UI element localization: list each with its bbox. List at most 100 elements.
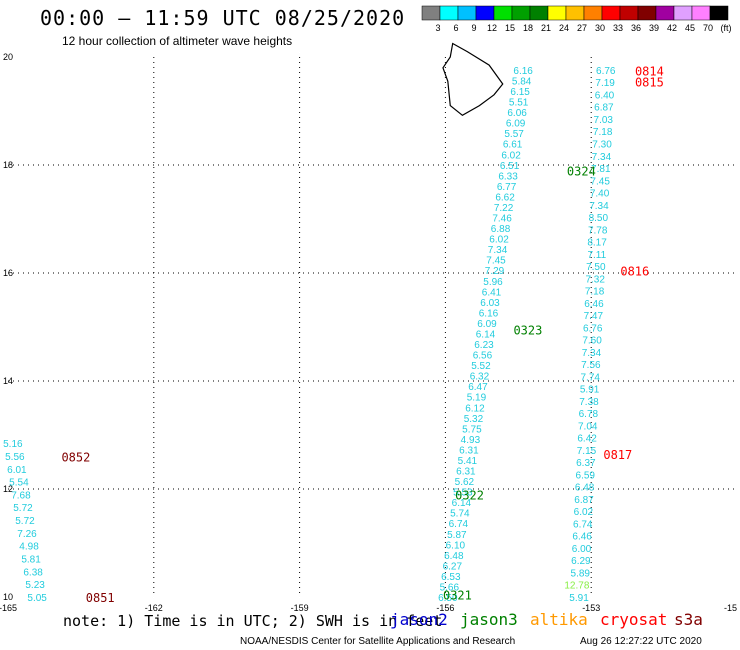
- wave-height-value: 5.05: [27, 593, 47, 604]
- colorbar-tick-label: 6: [453, 23, 458, 33]
- wave-height-value: 7.11: [587, 250, 606, 261]
- wave-height-value: 7.78: [588, 225, 608, 236]
- time-label: 0817: [603, 448, 632, 462]
- wave-height-value: 7.03: [594, 115, 614, 126]
- colorbar-swatch: [439, 5, 459, 21]
- colorbar-swatch: [421, 5, 441, 21]
- wave-height-value: 5.51: [509, 98, 529, 109]
- wave-height-value: 6.87: [594, 103, 614, 114]
- colorbar-swatch: [529, 5, 549, 21]
- colorbar-tick-label: 27: [577, 23, 587, 33]
- y-tick-label: 14: [3, 376, 13, 386]
- wave-height-value: 5.53: [453, 488, 473, 499]
- y-tick-label: 16: [3, 268, 13, 278]
- wave-height-value: 8.50: [589, 213, 609, 224]
- time-label: 0322: [455, 488, 484, 502]
- wave-height-value: 6.87: [574, 495, 594, 506]
- x-tick-label: -153: [582, 603, 600, 613]
- time-label: 0816: [620, 264, 649, 278]
- wave-height-value: 7.50: [586, 262, 606, 273]
- wave-height-value: 5.32: [464, 414, 484, 425]
- x-tick-label: -165: [0, 603, 17, 613]
- wave-height-value: 6.88: [491, 224, 511, 235]
- wave-height-value: 6.51: [500, 161, 520, 172]
- wave-height-value: 5.62: [455, 477, 475, 488]
- y-tick-label: 12: [3, 484, 13, 494]
- wave-height-value: 6.00: [572, 544, 592, 555]
- wave-height-value: 7.22: [494, 203, 514, 214]
- wave-height-value: 7.40: [590, 189, 610, 200]
- wave-height-value: 6.48: [575, 483, 595, 494]
- wave-height-value: 6.02: [489, 235, 509, 246]
- wave-height-value: 7.32: [585, 274, 605, 285]
- time-label: 0814: [635, 65, 664, 79]
- wave-height-value: 6.29: [571, 556, 591, 567]
- wave-height-value: 6.62: [495, 192, 515, 203]
- legend-jason3: jason3: [460, 610, 518, 629]
- time-label: 0323: [513, 324, 542, 338]
- wave-height-value: 5.91: [569, 593, 589, 604]
- wave-height-value: 7.34: [582, 348, 602, 359]
- colorbar-swatch: [619, 5, 639, 21]
- wave-height-value: 5.19: [467, 393, 487, 404]
- wave-height-value: 7.38: [579, 397, 599, 408]
- grid: [8, 57, 737, 597]
- x-tick-label: -159: [291, 603, 309, 613]
- wave-height-value: 6.23: [474, 340, 494, 351]
- wave-height-value: 7.30: [592, 140, 612, 151]
- wave-height-value: 6.59: [576, 470, 596, 481]
- wave-height-value: 6.74: [449, 519, 469, 530]
- wave-height-value: 7.34: [592, 152, 612, 163]
- wave-height-value: 6.03: [480, 298, 500, 309]
- legend-altika: altika: [530, 610, 588, 629]
- island-outline: [442, 42, 504, 117]
- wave-height-value: 5.91: [580, 385, 600, 396]
- legend-cryosat: cryosat: [600, 610, 668, 629]
- wave-height-value: 6.15: [510, 87, 530, 98]
- wave-height-value: 6.50: [438, 593, 458, 604]
- wave-height-value: 6.46: [572, 532, 592, 543]
- colorbar-tick-label: 15: [505, 23, 515, 33]
- x-tick-label: -162: [145, 603, 163, 613]
- wave-height-value: 6.61: [503, 140, 523, 151]
- colorbar-swatch: [673, 5, 693, 21]
- wave-height-value: 6.06: [507, 108, 527, 119]
- wave-height-value: 6.01: [7, 465, 27, 476]
- wave-height-value: 6.53: [441, 572, 461, 583]
- wave-height-value: 6.16: [479, 308, 499, 319]
- wave-height-value: 4.98: [19, 542, 39, 553]
- wave-height-value: 5.56: [5, 452, 25, 463]
- wave-height-value: 6.16: [513, 66, 533, 77]
- wave-height-value: 6.09: [477, 319, 497, 330]
- wave-height-value: 6.47: [468, 382, 488, 393]
- wave-height-value: 7.15: [577, 446, 597, 457]
- wave-height-value: 5.52: [471, 361, 491, 372]
- wave-height-value: 7.34: [488, 245, 508, 256]
- axes: -165 -162 -159 -156 -153 -15 10 12 14 16 18 20: [0, 52, 737, 613]
- altimeter-tracks: 6.165.846.155.516.066.095.576.616.026.51…: [3, 66, 616, 604]
- wave-height-value: 7.74: [580, 372, 600, 383]
- wave-height-value: 7.04: [578, 421, 598, 432]
- wave-height-value: 4.93: [461, 435, 481, 446]
- chart-title: 00:00 – 11:59 UTC 08/25/2020: [40, 6, 406, 30]
- timestamp: Aug 26 12:27:22 UTC 2020: [580, 636, 702, 647]
- wave-height-value: 7.34: [589, 201, 609, 212]
- colorbar-swatch: [655, 5, 675, 21]
- colorbar-swatch: [583, 5, 603, 21]
- wave-height-value: 6.42: [577, 434, 597, 445]
- wave-height-value: 6.27: [443, 561, 463, 572]
- colorbar-tick-label: 33: [613, 23, 623, 33]
- wave-height-value: 6.31: [456, 467, 476, 478]
- y-tick-label: 18: [3, 160, 13, 170]
- wave-height-value: 6.76: [596, 66, 616, 77]
- wave-height-value: 7.46: [492, 214, 512, 225]
- x-tick-label: -15: [724, 603, 737, 613]
- time-label: 0324: [567, 164, 596, 178]
- wave-height-value: 6.02: [574, 507, 594, 518]
- wave-height-value: 6.76: [583, 323, 603, 334]
- time-label: 0851: [86, 591, 115, 605]
- colorbar-tick-label: 30: [595, 23, 605, 33]
- wave-height-value: 7.68: [11, 490, 31, 501]
- wave-height-value: 7.18: [585, 287, 605, 298]
- wave-height-value: 6.48: [444, 551, 464, 562]
